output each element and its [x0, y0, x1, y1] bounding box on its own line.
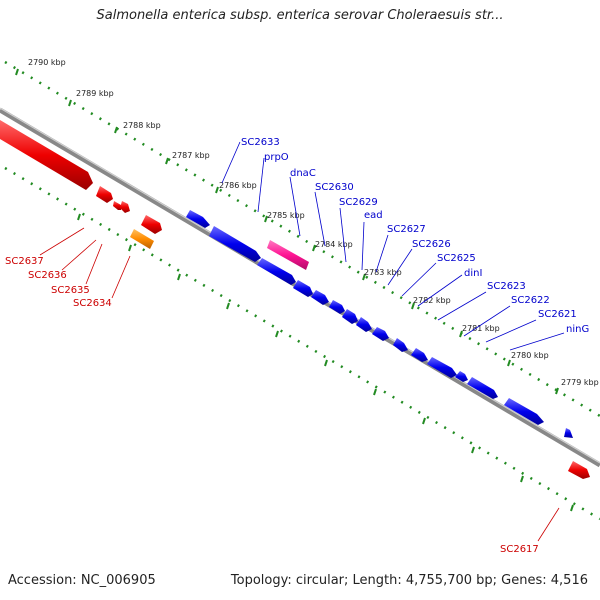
forward-genes — [186, 210, 573, 438]
gene-label-sc2617: SC2617 — [500, 544, 539, 555]
gene-arrow[interactable] — [209, 226, 261, 262]
forward-leader-lines — [221, 141, 565, 351]
map-title: Salmonella enterica subsp. enterica sero… — [96, 8, 504, 23]
kbp-label-2784: 2784 kbp — [315, 240, 353, 249]
kbp-label-2790: 2790 kbp — [28, 58, 66, 67]
gene-arrow[interactable] — [311, 290, 329, 305]
outer-ruler-ring — [4, 60, 600, 418]
gene-arrow[interactable] — [356, 317, 372, 332]
gene-arrow[interactable] — [342, 309, 358, 324]
gene-arrow[interactable] — [257, 258, 296, 285]
gene-label-dini: dinI — [464, 268, 482, 279]
gene-label-sc2634: SC2634 — [73, 298, 112, 309]
kbp-label-2785: 2785 kbp — [267, 211, 305, 220]
gene-label-sc2627: SC2627 — [387, 224, 426, 235]
gene-arrow[interactable] — [467, 377, 498, 399]
gene-label-ead: ead — [364, 210, 383, 221]
gene-label-sc2625: SC2625 — [437, 253, 476, 264]
gene-label-sc2626: SC2626 — [412, 239, 451, 250]
gene-arrow[interactable] — [504, 398, 544, 425]
gene-arrow[interactable] — [329, 300, 345, 314]
gene-label-sc2637: SC2637 — [5, 256, 44, 267]
gene-arrow[interactable] — [372, 327, 389, 341]
gene-label-sc2621: SC2621 — [538, 309, 577, 320]
gene-arrow-pink[interactable] — [267, 240, 309, 270]
gene-arrow-orange[interactable] — [130, 229, 154, 249]
gene-arrow[interactable] — [427, 357, 457, 378]
gene-label-ning: ninG — [566, 324, 589, 335]
genome-summary-text: Topology: circular; Length: 4,755,700 bp… — [230, 573, 588, 588]
gene-arrow[interactable] — [411, 348, 428, 362]
kbp-label-2782: 2782 kbp — [413, 296, 451, 305]
gene-arrow[interactable] — [455, 371, 468, 382]
reverse-leader-lines — [39, 227, 560, 542]
gene-arrow[interactable] — [293, 280, 313, 297]
kbp-ticks — [15, 68, 574, 512]
reverse-genes — [0, 120, 590, 479]
gene-arrow[interactable] — [186, 210, 210, 228]
gene-arrow[interactable] — [393, 338, 408, 352]
gene-label-sc2623: SC2623 — [487, 281, 526, 292]
kbp-label-2781: 2781 kbp — [462, 324, 500, 333]
gene-label-sc2636: SC2636 — [28, 270, 67, 281]
accession-text: Accession: NC_006905 — [8, 573, 156, 588]
gene-label-dnac: dnaC — [290, 168, 316, 179]
kbp-label-2788: 2788 kbp — [123, 121, 161, 130]
gene-label-prpo: prpO — [264, 152, 289, 163]
kbp-label-2789: 2789 kbp — [76, 89, 114, 98]
gene-arrow[interactable] — [564, 428, 573, 438]
kbp-label-2779: 2779 kbp — [561, 378, 599, 387]
inner-ruler-ring — [4, 166, 600, 521]
gene-label-sc2633: SC2633 — [241, 137, 280, 148]
gene-label-sc2630: SC2630 — [315, 182, 354, 193]
kbp-label-2783: 2783 kbp — [364, 268, 402, 277]
kbp-label-2787: 2787 kbp — [172, 151, 210, 160]
gene-label-sc2629: SC2629 — [339, 197, 378, 208]
gene-arrow[interactable] — [141, 215, 162, 234]
gene-arrow[interactable] — [120, 201, 130, 213]
gene-arrow[interactable] — [568, 461, 590, 479]
gene-label-sc2635: SC2635 — [51, 285, 90, 296]
kbp-label-2786: 2786 kbp — [219, 181, 257, 190]
kbp-label-2780: 2780 kbp — [511, 351, 549, 360]
gene-arrow[interactable] — [96, 186, 113, 203]
gene-arrow[interactable] — [0, 120, 93, 190]
gene-arrow[interactable] — [113, 201, 121, 210]
gene-label-sc2622: SC2622 — [511, 295, 550, 306]
